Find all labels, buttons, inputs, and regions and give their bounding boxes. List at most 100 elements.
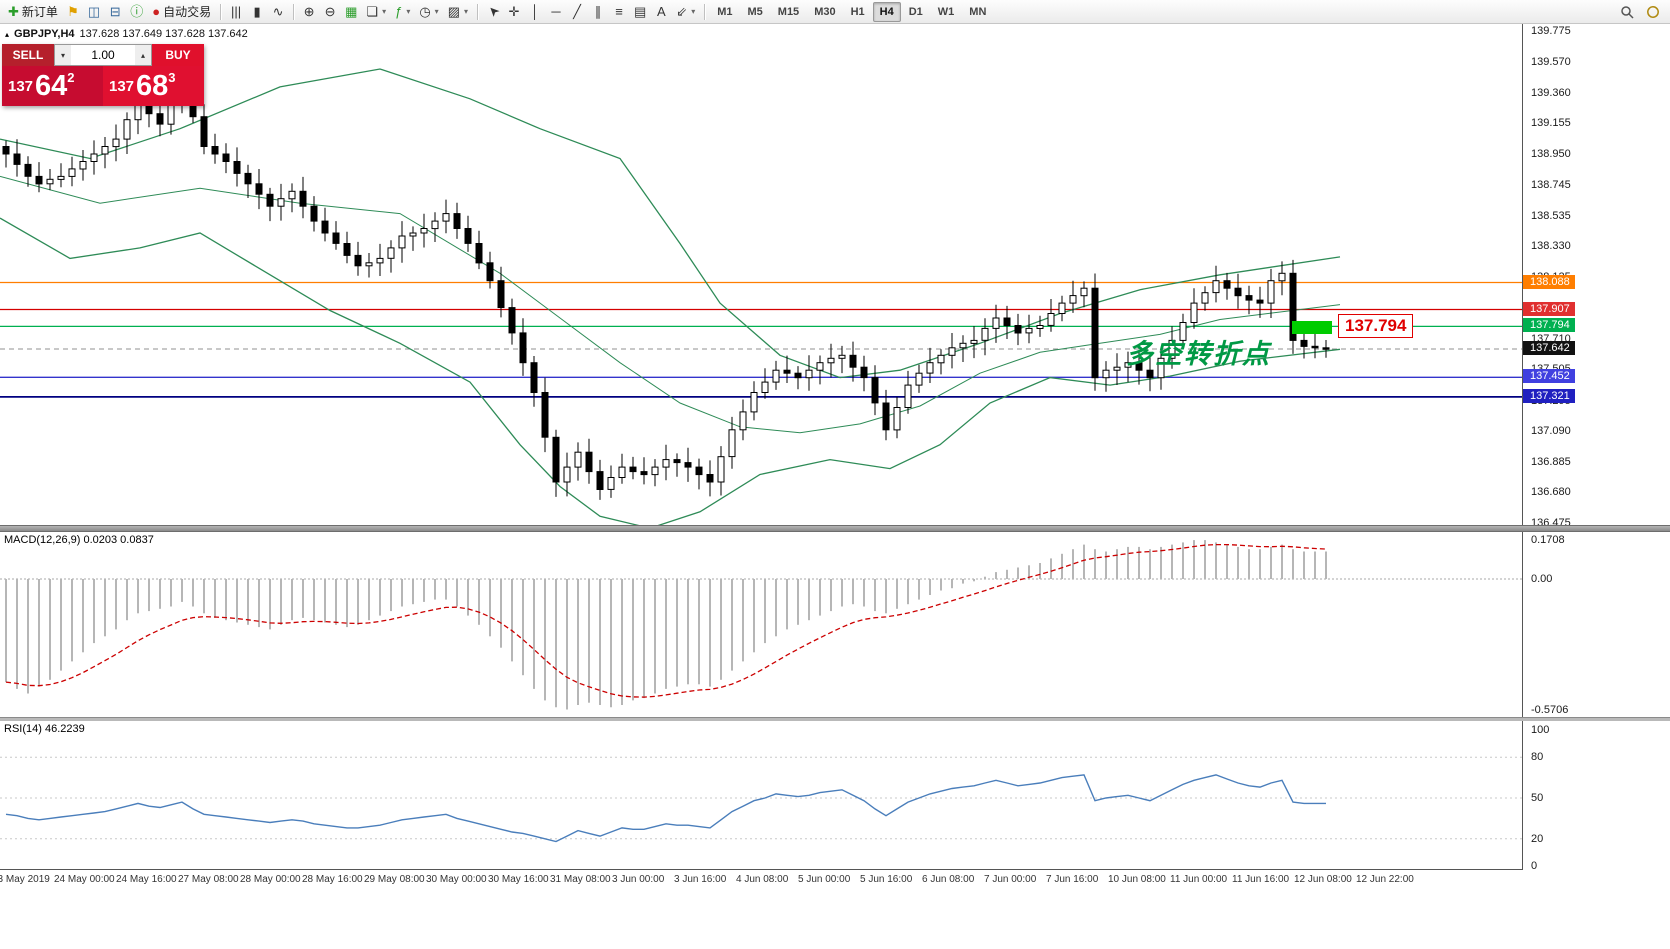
quote-line: ▴ GBPJPY,H4 137.628 137.649 137.628 137.…	[5, 28, 248, 40]
price-level-tag: 137.321	[1523, 389, 1575, 403]
macd-panel[interactable]: MACD(12,26,9) 0.0203 0.0837	[0, 532, 1522, 717]
sell-price-button[interactable]: 137 64 2	[2, 66, 103, 106]
crosshair-button[interactable]: ✛	[504, 2, 524, 22]
timeframe-button-w1[interactable]: W1	[937, 5, 955, 18]
auto-trading-button[interactable]: ● 自动交易	[148, 2, 215, 22]
toolbar-separator	[293, 3, 295, 20]
horizontal-line-icon: ─	[551, 4, 561, 19]
fibonacci-button[interactable]: ≡	[609, 2, 629, 22]
timeframe-button-m5[interactable]: M5	[747, 5, 763, 18]
rsi-chart-canvas[interactable]	[0, 721, 1522, 869]
arrows-button[interactable]: ⇙ ▾	[672, 2, 699, 22]
indicators-button[interactable]: ƒ ▾	[391, 2, 414, 22]
zoom-out-icon: ⊖	[324, 4, 336, 19]
rsi-panel[interactable]: RSI(14) 46.2239	[0, 721, 1522, 869]
trade-panel-controls: SELL ▾ ▴ BUY	[2, 44, 204, 66]
price-chart[interactable]: ▴ GBPJPY,H4 137.628 137.649 137.628 137.…	[0, 24, 1522, 525]
price-axis[interactable]: 139.775 139.570 139.360 139.155 138.950 138.7…	[1522, 24, 1670, 872]
timeframe-button-m1[interactable]: M1	[717, 5, 733, 18]
vertical-line-icon: │	[530, 4, 540, 19]
symbol-period-label: GBPJPY,H4	[14, 28, 75, 40]
time-axis-label: 24 May 00:00	[54, 874, 115, 885]
sell-button[interactable]: SELL	[2, 44, 54, 66]
new-order-button[interactable]: ✚ 新订单	[4, 2, 62, 22]
price-axis-tick: 138.535	[1531, 210, 1571, 222]
time-axis-label: 11 Jun 16:00	[1232, 874, 1290, 885]
panel-resize-divider[interactable]	[0, 717, 1670, 721]
time-axis-label: 27 May 08:00	[178, 874, 239, 885]
timeframe-button-m15[interactable]: M15	[777, 5, 800, 18]
community-icon[interactable]	[1642, 2, 1664, 22]
timeframe-button-m30[interactable]: M30	[814, 5, 836, 18]
tile-windows-icon: ❏	[366, 4, 379, 19]
tile-windows-button[interactable]: ❏ ▾	[362, 2, 390, 22]
macd-indicator-label: MACD(12,26,9) 0.0203 0.0837	[4, 534, 154, 546]
buy-price-button[interactable]: 137 68 3	[103, 66, 204, 106]
grid-button[interactable]: ▦	[341, 2, 361, 22]
time-axis-label: 7 Jun 16:00	[1046, 874, 1099, 885]
fibonacci-icon: ≡	[615, 4, 623, 19]
trade-panel-prices: 137 64 2 137 68 3	[2, 66, 204, 106]
timeframe-button-mn[interactable]: MN	[969, 5, 987, 18]
one-click-trading-panel: SELL ▾ ▴ BUY 137 64 2 137 68 3	[2, 44, 204, 106]
templates-icon: ▨	[447, 4, 460, 19]
symbol-marker-icon: ▴	[5, 29, 10, 39]
vertical-line-button[interactable]: │	[525, 2, 545, 22]
trendline-button[interactable]: ╱	[567, 2, 587, 22]
templates-button[interactable]: ▨ ▾	[444, 2, 472, 22]
zoom-in-button[interactable]: ⊕	[299, 2, 319, 22]
auto-trading-icon: ●	[152, 4, 161, 19]
crosshair-icon: ✛	[508, 4, 520, 19]
announcement-icon-button[interactable]: ⚑	[63, 2, 83, 22]
text-button[interactable]: A	[651, 2, 671, 22]
candlestick-chart-canvas[interactable]	[0, 24, 1522, 525]
volume-stepper: ▾ ▴	[54, 44, 152, 66]
time-axis-label: 6 Jun 08:00	[922, 874, 975, 885]
timeframe-button-d1[interactable]: D1	[908, 5, 923, 18]
toolbar-separator	[220, 3, 222, 20]
time-axis-label: 12 Jun 08:00	[1294, 874, 1352, 885]
volume-up-button[interactable]: ▴	[135, 45, 151, 65]
periods-button[interactable]: ◷ ▾	[415, 2, 442, 22]
time-axis-label: 5 Jun 00:00	[798, 874, 851, 885]
zoom-out-button[interactable]: ⊖	[320, 2, 340, 22]
bar-chart-button[interactable]: |||	[226, 2, 246, 22]
info-icon: ⓘ	[130, 4, 144, 19]
search-icon[interactable]	[1616, 2, 1638, 22]
time-axis-label: 23 May 2019	[0, 874, 50, 885]
trendline-icon: ╱	[573, 4, 581, 19]
horizontal-line-button[interactable]: ─	[546, 2, 566, 22]
rsi-indicator-label: RSI(14) 46.2239	[4, 723, 85, 735]
timeframe-button-h1[interactable]: H1	[850, 5, 865, 18]
time-axis-label: 11 Jun 00:00	[1170, 874, 1228, 885]
volume-input[interactable]	[71, 45, 135, 65]
cursor-button[interactable]: ➤	[483, 2, 503, 22]
channel-button[interactable]: ∥	[588, 2, 608, 22]
profiles-button[interactable]: ⊟	[105, 2, 125, 22]
price-callout-label[interactable]: 137.794	[1338, 314, 1414, 338]
macd-axis-tick: 0.00	[1531, 573, 1553, 585]
time-axis-label: 28 May 16:00	[302, 874, 363, 885]
candlestick-chart-button[interactable]: ▮	[247, 2, 267, 22]
toolbar-right	[1616, 2, 1666, 22]
price-axis-tick: 138.745	[1531, 179, 1571, 191]
candlestick-chart-icon: ▮	[253, 4, 261, 19]
rsi-axis-tick: 20	[1531, 833, 1544, 845]
volume-down-button[interactable]: ▾	[55, 45, 71, 65]
time-axis-label: 30 May 00:00	[426, 874, 487, 885]
macd-chart-canvas[interactable]	[0, 532, 1522, 717]
price-marker-rect[interactable]	[1292, 321, 1332, 334]
price-level-tag: 137.794	[1523, 318, 1575, 332]
announcement-icon-icon: ⚑	[67, 4, 79, 19]
chart-window-button[interactable]: ◫	[84, 2, 104, 22]
line-chart-button[interactable]: ∿	[268, 2, 288, 22]
dropdown-arrow-icon: ▾	[382, 7, 387, 16]
buy-button[interactable]: BUY	[152, 44, 204, 66]
shapes-button[interactable]: ▤	[630, 2, 650, 22]
panel-resize-divider[interactable]	[0, 525, 1670, 532]
price-axis-tick: 139.360	[1531, 87, 1571, 99]
toolbar: ✚ 新订单 ⚑ ◫ ⊟ ⓘ ● 自动交易 ||| ▮ ∿ ⊕ ⊖ ▦ ❏ ▾ ƒ ▾ ◷ ▾ ▨ ▾ ➤ ✛ │ ─ ╱ ∥ ≡ ▤ A ⇙ ▾…	[0, 0, 1670, 24]
info-button[interactable]: ⓘ	[126, 2, 147, 22]
timeframe-button-h4[interactable]: H4	[872, 1, 901, 22]
